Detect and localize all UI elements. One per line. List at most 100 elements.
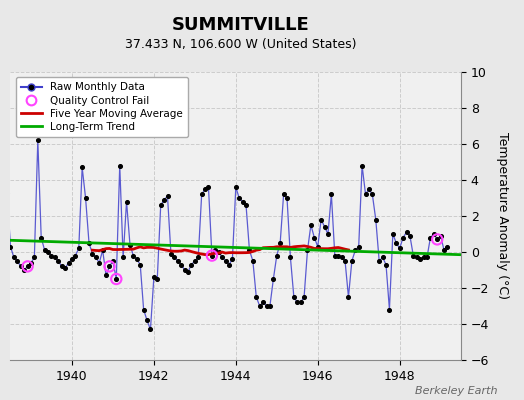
Point [372,216,380,223]
Point [99,247,107,254]
Point [290,294,298,300]
Point [252,294,260,300]
Point [68,256,76,262]
Point [102,272,110,278]
Point [256,303,264,309]
Point [61,265,69,271]
Y-axis label: Temperature Anomaly (°C): Temperature Anomaly (°C) [496,132,509,300]
Point [105,263,114,270]
Point [443,243,452,250]
Point [24,263,32,270]
Point [150,274,158,280]
Point [0,195,8,201]
Point [211,247,220,254]
Point [433,236,441,242]
Point [30,254,39,261]
Point [276,240,285,246]
Point [286,254,294,261]
Point [194,254,202,261]
Point [136,262,145,268]
Point [198,191,206,198]
Point [245,247,254,254]
Point [170,254,179,261]
Text: Berkeley Earth: Berkeley Earth [416,386,498,396]
Point [402,229,411,235]
Point [320,224,329,230]
Point [37,234,46,241]
Point [139,306,148,313]
Point [27,260,35,266]
Point [133,256,141,262]
Point [160,197,168,203]
Point [51,254,59,261]
Point [272,252,281,259]
Point [362,191,370,198]
Point [74,245,83,252]
Point [208,252,216,259]
Point [180,267,189,273]
Point [355,243,363,250]
Point [163,193,172,199]
Point [6,243,15,250]
Point [218,254,226,261]
Point [297,299,305,306]
Point [119,254,127,261]
Point [88,250,96,257]
Point [157,202,165,208]
Point [406,233,414,239]
Point [0,247,4,254]
Point [368,191,377,198]
Point [351,247,359,254]
Text: 37.433 N, 106.600 W (United States): 37.433 N, 106.600 W (United States) [125,38,357,51]
Point [208,252,216,259]
Point [310,234,319,241]
Point [266,303,274,309]
Point [235,195,243,201]
Text: SUMMITVILLE: SUMMITVILLE [172,16,310,34]
Point [0,250,1,257]
Point [334,252,342,259]
Point [419,254,428,261]
Point [375,258,384,264]
Point [385,306,394,313]
Point [341,258,350,264]
Point [221,258,230,264]
Point [92,254,100,261]
Point [9,254,18,261]
Point [116,162,124,169]
Point [382,262,390,268]
Point [249,258,257,264]
Point [344,294,353,300]
Point [204,184,213,190]
Point [177,262,185,268]
Point [358,162,366,169]
Point [399,234,407,241]
Point [122,198,130,205]
Point [303,247,312,254]
Point [426,234,434,241]
Point [112,276,121,282]
Point [259,299,267,306]
Point [347,258,356,264]
Point [85,240,93,246]
Point [34,137,42,144]
Point [423,254,431,261]
Point [71,252,80,259]
Point [412,254,421,261]
Point [389,231,397,237]
Point [24,263,32,270]
Point [81,195,90,201]
Point [317,216,325,223]
Point [378,254,387,261]
Legend: Raw Monthly Data, Quality Control Fail, Five Year Moving Average, Long-Term Tren: Raw Monthly Data, Quality Control Fail, … [16,77,188,137]
Point [324,231,332,237]
Point [173,258,182,264]
Point [13,258,21,264]
Point [153,276,161,282]
Point [436,233,445,239]
Point [430,231,438,237]
Point [337,254,346,261]
Point [167,250,175,257]
Point [409,252,418,259]
Point [17,263,25,270]
